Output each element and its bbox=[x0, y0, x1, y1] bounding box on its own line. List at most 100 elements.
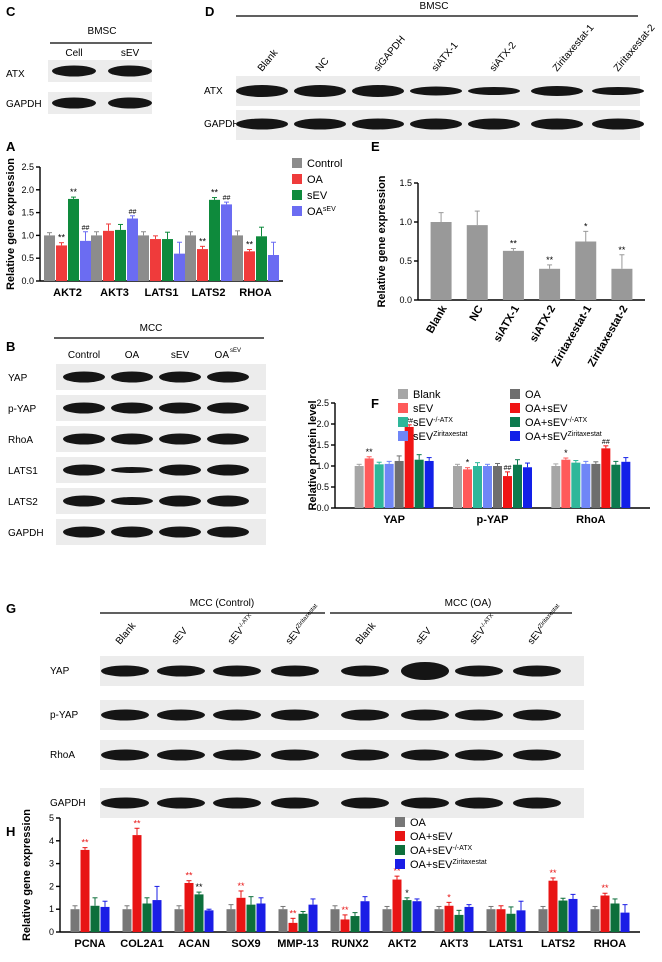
significance-mark: ** bbox=[289, 908, 297, 918]
significance-mark: * bbox=[405, 888, 409, 898]
x-tick-label: RhoA bbox=[576, 514, 605, 526]
bar bbox=[591, 463, 601, 508]
x-tick-label: AKT3 bbox=[440, 938, 469, 950]
panel-g: G MCC (Control) MCC (OA) Blank sEV sEV-/-A… bbox=[6, 598, 584, 818]
y-tick-label: 2.5 bbox=[316, 398, 329, 408]
y-tick-label: 0.0 bbox=[316, 503, 329, 513]
panel-g-lane-label: sEV bbox=[414, 626, 434, 647]
blot-band bbox=[455, 797, 503, 809]
bar bbox=[364, 458, 374, 508]
bar bbox=[568, 898, 578, 932]
legend-swatch bbox=[398, 417, 408, 427]
bar bbox=[392, 879, 402, 932]
legend-label: OA bbox=[410, 817, 427, 829]
panel-b-lane-label: OA bbox=[125, 350, 140, 361]
panel-b-row-label: RhoA bbox=[8, 435, 33, 446]
y-tick-label: 2.0 bbox=[21, 185, 34, 195]
bar bbox=[90, 905, 100, 932]
chart-panel-letter: E bbox=[371, 139, 380, 154]
bar bbox=[496, 909, 506, 932]
bar bbox=[360, 901, 370, 932]
bar bbox=[473, 466, 482, 508]
legend-swatch bbox=[395, 845, 405, 855]
y-tick-label: 0.0 bbox=[399, 295, 412, 305]
significance-mark: * bbox=[466, 458, 470, 468]
significance-mark: ## bbox=[504, 465, 512, 472]
bar bbox=[502, 250, 524, 300]
blot-band bbox=[352, 85, 404, 97]
bar bbox=[620, 912, 630, 932]
panel-d: D BMSC Blank NC siGAPDH siATX-1 siATX-2 Zirit… bbox=[204, 1, 658, 140]
y-tick-label: 1.5 bbox=[21, 208, 34, 218]
blot-band bbox=[63, 371, 105, 383]
legend-swatch bbox=[510, 389, 520, 399]
significance-mark: ## bbox=[129, 209, 137, 216]
blot-band bbox=[213, 665, 261, 677]
legend-label: OA+sEV-/-ATX bbox=[525, 417, 588, 429]
bar bbox=[466, 225, 488, 300]
blot-band bbox=[159, 464, 201, 476]
blot-band bbox=[111, 433, 153, 445]
legend-label: OA bbox=[307, 174, 324, 186]
bar bbox=[506, 913, 516, 932]
bar bbox=[493, 466, 502, 508]
x-tick-label: YAP bbox=[383, 514, 405, 526]
blot-band bbox=[513, 797, 561, 809]
legend-swatch bbox=[510, 431, 520, 441]
y-tick-label: 4 bbox=[49, 836, 54, 846]
x-tick-label: Blank bbox=[424, 303, 450, 336]
panel-b-row-label: p-YAP bbox=[8, 404, 36, 415]
y-tick-label: 2.5 bbox=[21, 162, 34, 172]
x-tick-label: MMP-13 bbox=[277, 938, 319, 950]
blot-band bbox=[271, 709, 319, 721]
bar bbox=[150, 239, 161, 281]
blot-band bbox=[207, 526, 249, 538]
legend-swatch bbox=[395, 817, 405, 827]
blot-band bbox=[401, 709, 449, 721]
panel-c-title: BMSC bbox=[88, 26, 117, 37]
panel-b-row-label: LATS1 bbox=[8, 466, 38, 477]
bar bbox=[404, 426, 414, 508]
bar bbox=[430, 222, 452, 300]
blot-band bbox=[592, 118, 644, 130]
bar bbox=[523, 467, 532, 508]
blot-band bbox=[63, 433, 105, 445]
panel-b: B MCC Control OA sEV OA sEV YAP p-YAP RhoA… bbox=[6, 323, 266, 545]
blot-band bbox=[157, 797, 205, 809]
bar bbox=[226, 909, 236, 932]
panel-g-lane-label: sEVZiritaxestat bbox=[284, 603, 323, 647]
bar bbox=[463, 469, 472, 508]
blot-band bbox=[157, 665, 205, 677]
legend-swatch bbox=[398, 403, 408, 413]
panel-d-lane-label: Ziritaxestat-1 bbox=[551, 22, 597, 74]
legend-swatch bbox=[398, 431, 408, 441]
x-tick-label: siATX-1 bbox=[492, 304, 522, 345]
legend-swatch bbox=[292, 206, 302, 216]
bar bbox=[621, 461, 631, 508]
panel-g-letter: G bbox=[6, 601, 16, 616]
bar bbox=[558, 900, 568, 932]
legend-label: OA+sEVZiritaxestat bbox=[525, 431, 602, 443]
significance-mark: ## bbox=[82, 225, 90, 232]
panel-d-row-label: ATX bbox=[204, 86, 223, 97]
y-tick-label: 1.0 bbox=[399, 217, 412, 227]
blot-band bbox=[63, 526, 105, 538]
bar bbox=[374, 464, 384, 508]
significance-mark: ** bbox=[133, 818, 141, 828]
bar bbox=[68, 198, 79, 281]
blot-band bbox=[271, 749, 319, 761]
panel-b-row-label: YAP bbox=[8, 373, 28, 384]
significance-mark: ** bbox=[601, 883, 609, 893]
bar bbox=[184, 882, 194, 932]
bar bbox=[80, 240, 91, 281]
blot-band bbox=[341, 665, 389, 677]
blot-band bbox=[159, 402, 201, 414]
legend-swatch bbox=[292, 158, 302, 168]
legend-label: sEV bbox=[307, 190, 328, 202]
significance-mark: ** bbox=[58, 233, 66, 243]
blot-band bbox=[213, 797, 261, 809]
blot-band bbox=[455, 665, 503, 677]
chart-panel-letter: F bbox=[371, 396, 379, 411]
x-tick-label: PCNA bbox=[74, 938, 105, 950]
